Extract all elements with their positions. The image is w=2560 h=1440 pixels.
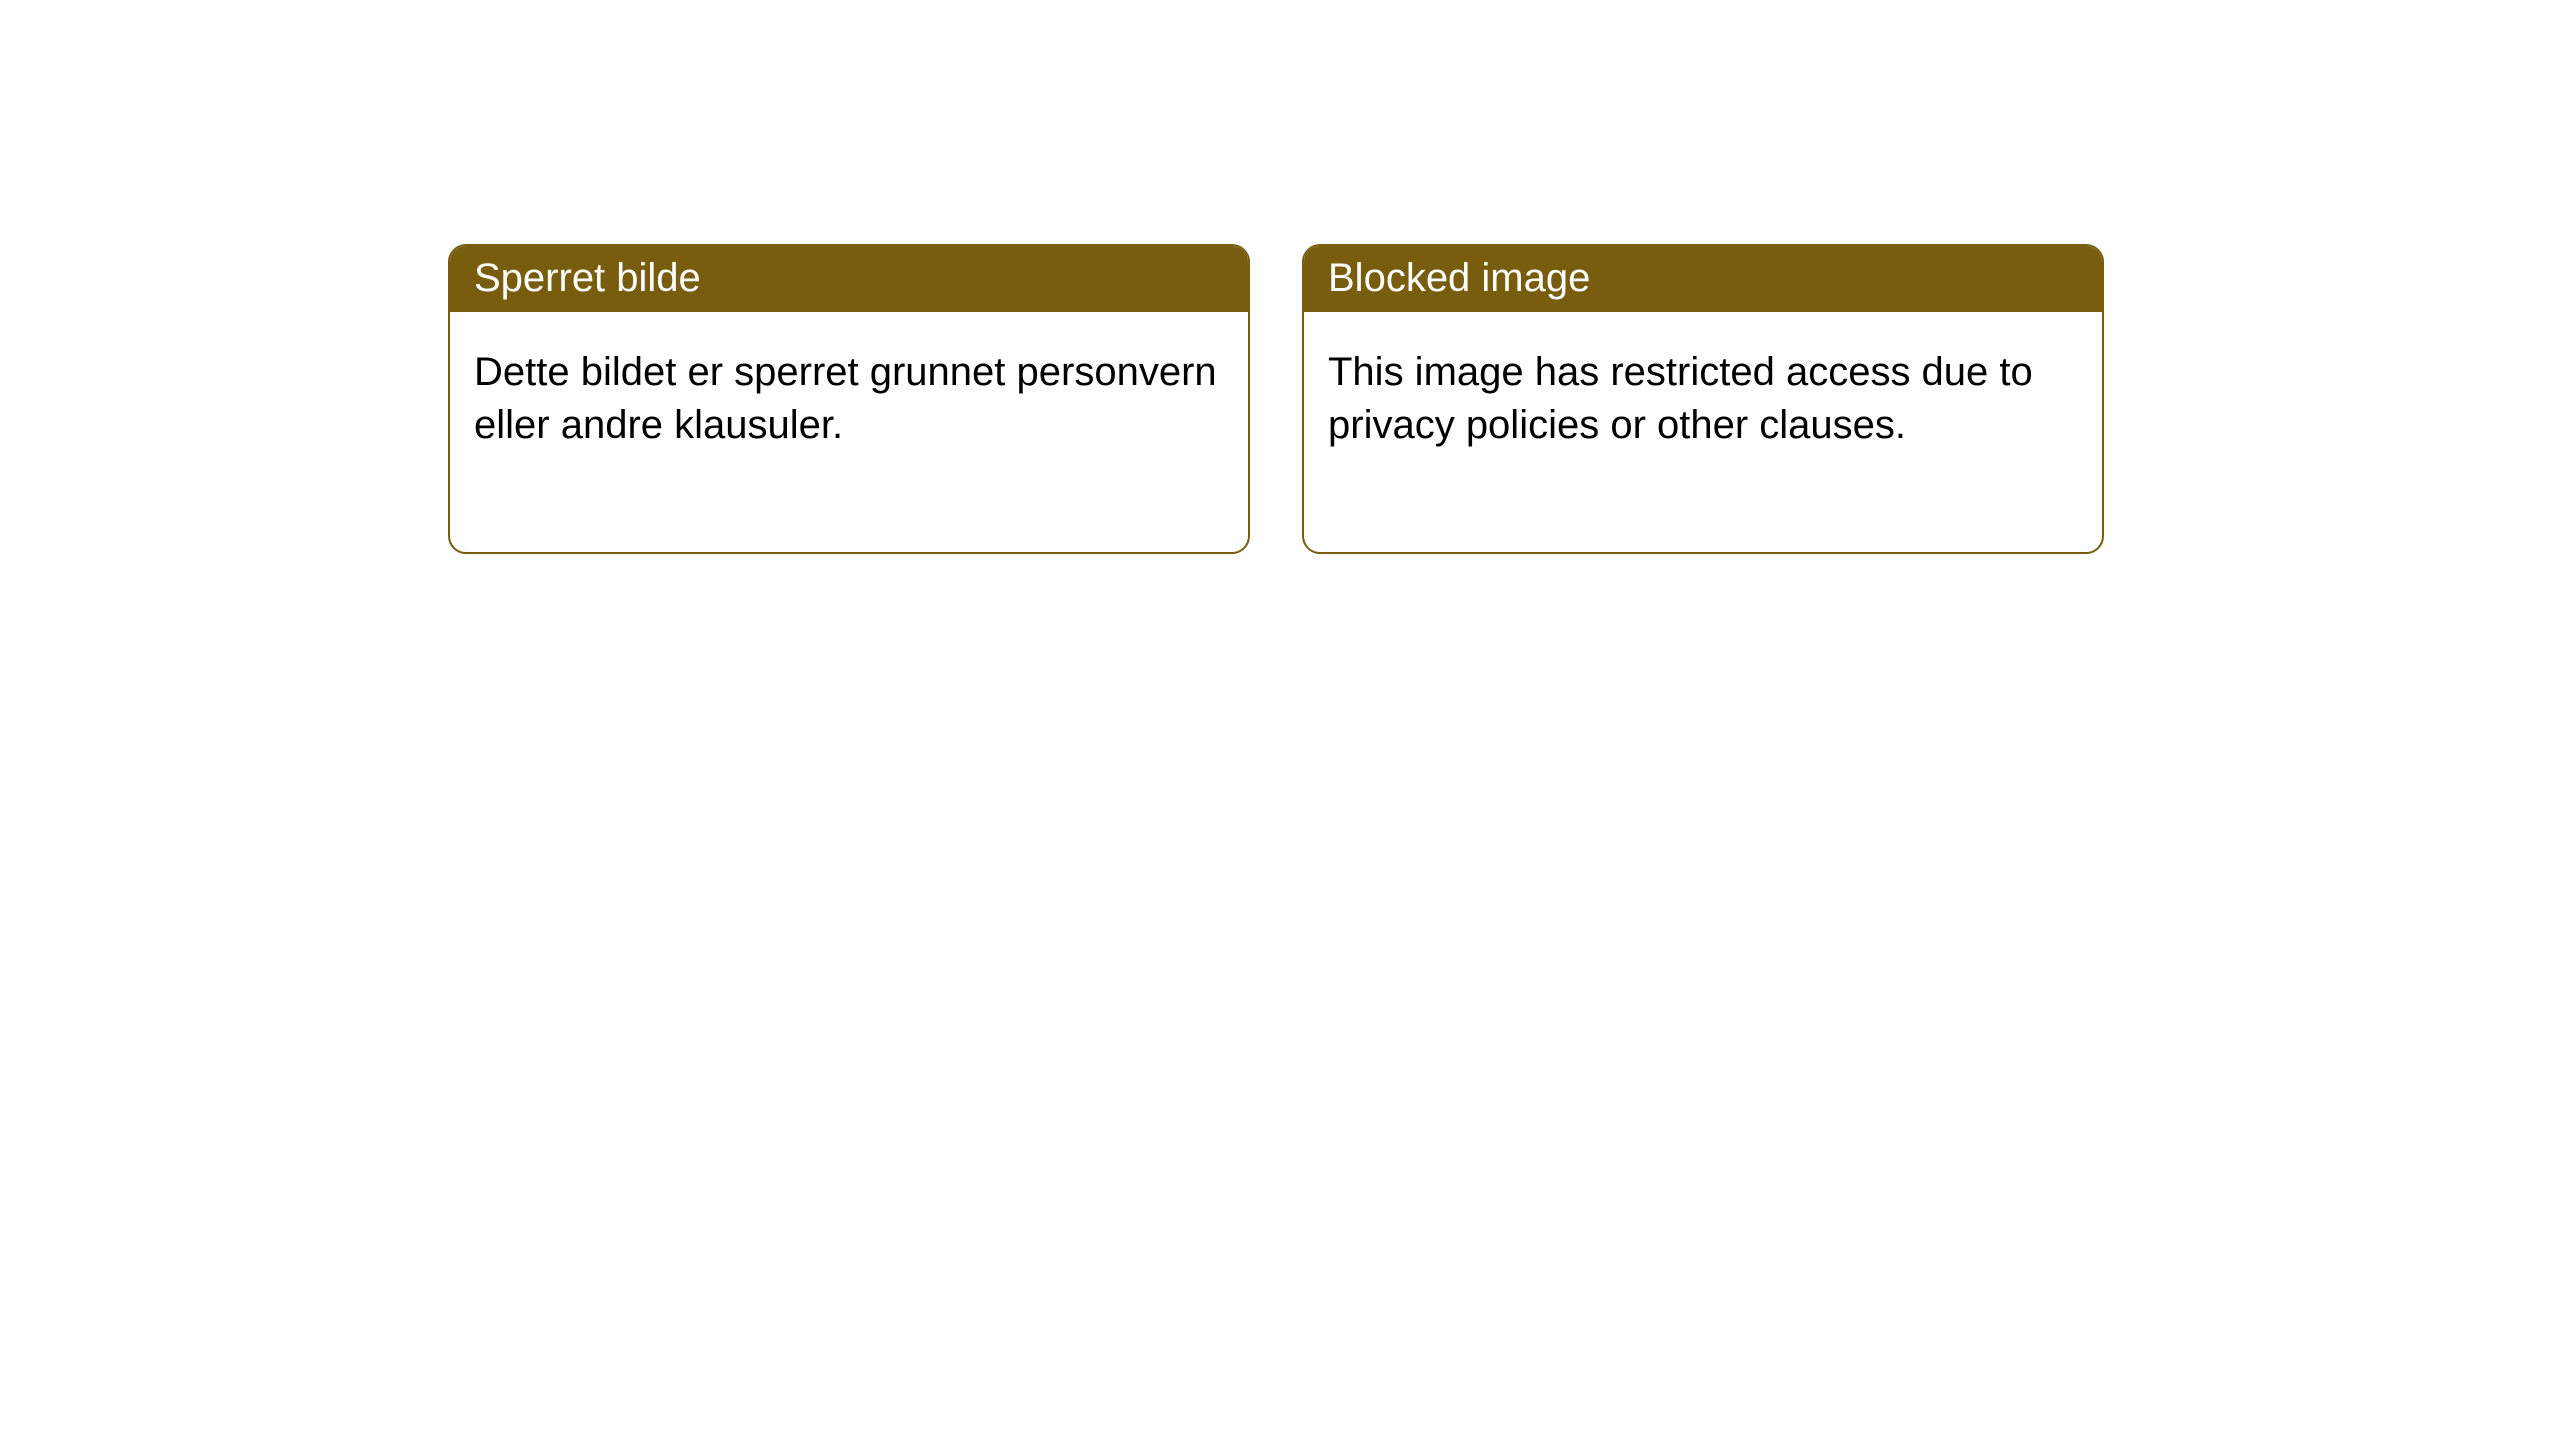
notice-body: This image has restricted access due to … xyxy=(1304,312,2102,552)
notice-header: Blocked image xyxy=(1304,246,2102,312)
notice-body: Dette bildet er sperret grunnet personve… xyxy=(450,312,1248,552)
notice-box-norwegian: Sperret bilde Dette bildet er sperret gr… xyxy=(448,244,1250,554)
notice-header: Sperret bilde xyxy=(450,246,1248,312)
notice-box-english: Blocked image This image has restricted … xyxy=(1302,244,2104,554)
notice-container: Sperret bilde Dette bildet er sperret gr… xyxy=(0,0,2560,554)
